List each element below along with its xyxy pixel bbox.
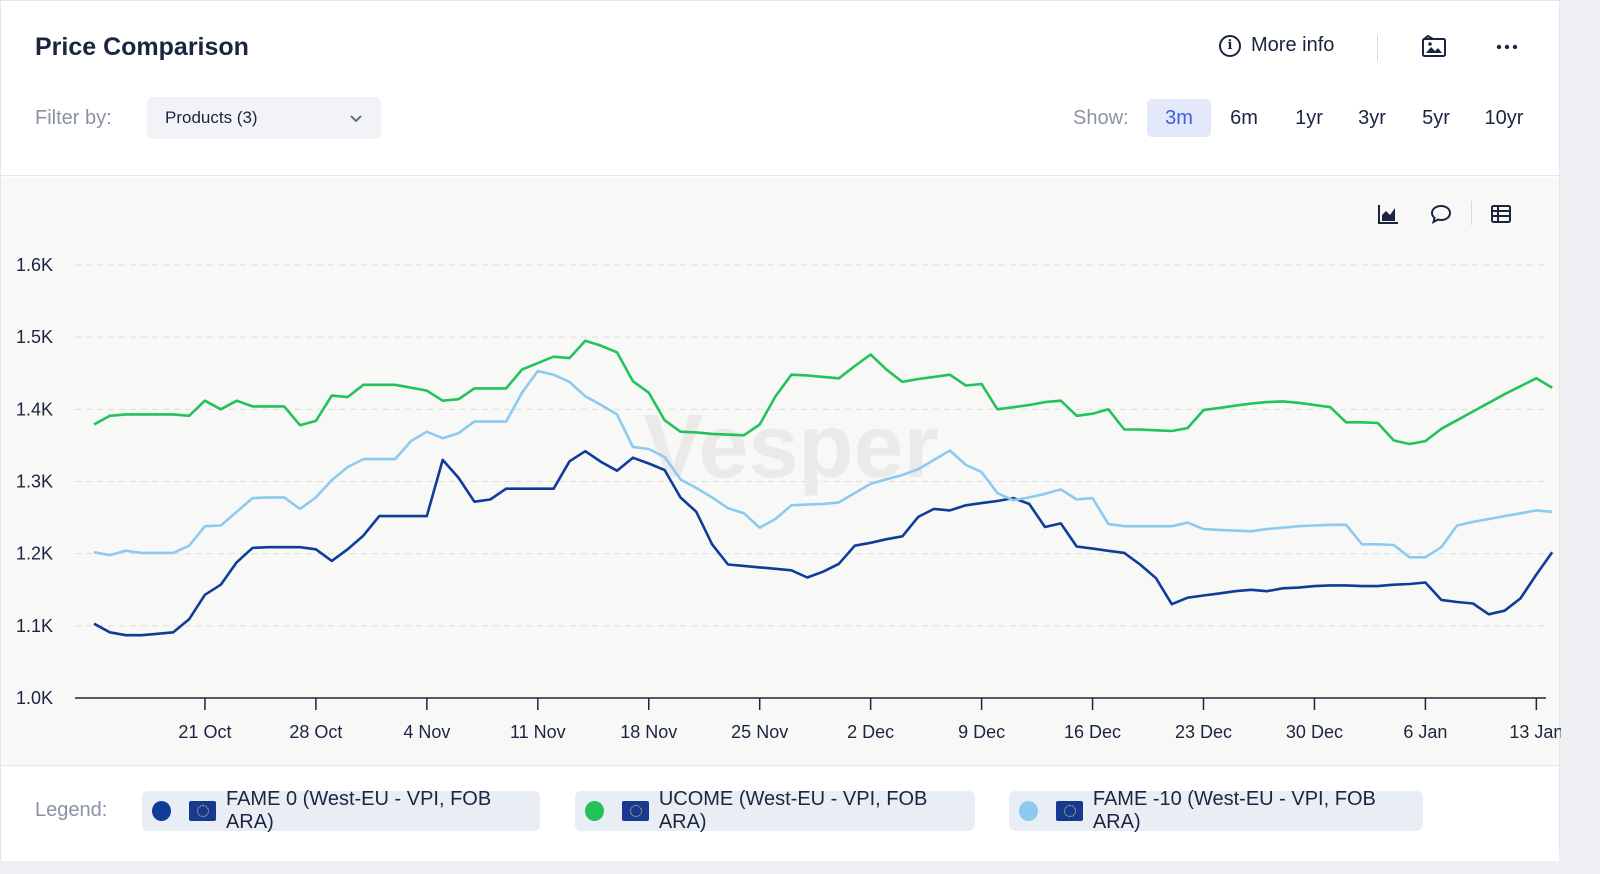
range-button-10yr[interactable]: 10yr [1484, 106, 1524, 129]
watermark: Vesper [643, 397, 938, 497]
x-tick-label: 9 Dec [958, 722, 1005, 742]
table-icon[interactable] [1489, 202, 1513, 226]
chevron-down-icon [350, 115, 362, 123]
area-chart-icon[interactable] [1376, 202, 1400, 226]
x-tick-label: 6 Jan [1403, 722, 1447, 742]
x-tick-label: 21 Oct [178, 722, 231, 742]
range-button-3yr[interactable]: 3yr [1358, 106, 1386, 129]
y-tick-label: 1.3K [16, 472, 53, 492]
show-label: Show: [1073, 107, 1129, 129]
legend-label-fame-10: FAME -10 (West-EU - VPI, FOB ARA) [1092, 788, 1376, 833]
x-tick-label: 11 Nov [510, 722, 566, 742]
x-tick-label: 30 Dec [1286, 722, 1343, 742]
more-info-button[interactable]: i More info [1219, 34, 1334, 57]
range-button-5yr[interactable]: 5yr [1422, 106, 1450, 129]
range-button-1yr[interactable]: 1yr [1295, 106, 1323, 129]
comment-icon[interactable] [1429, 202, 1453, 226]
legend-label: Legend: [35, 799, 108, 821]
eu-flag-icon [622, 801, 649, 821]
x-tick-label: 18 Nov [620, 722, 677, 742]
y-tick-label: 1.2K [16, 544, 53, 564]
series-line-fame-10[interactable] [93, 369, 1553, 559]
legend-label-ucome: UCOME (West-EU - VPI, FOB ARA) [658, 788, 928, 833]
products-filter-select[interactable]: Products (3) [147, 97, 381, 139]
x-tick-label: 2 Dec [847, 722, 894, 742]
x-tick-label: 4 Nov [403, 722, 450, 742]
legend-dot-fame0 [152, 801, 172, 821]
x-tick-label: 25 Nov [731, 722, 788, 742]
y-tick-label: 1.6K [16, 255, 53, 275]
price-comparison-card: Price Comparison i More info Filter by: … [0, 0, 1561, 861]
more-info-label: More info [1251, 34, 1335, 56]
range-button-6m[interactable]: 6m [1230, 106, 1258, 129]
eu-flag-icon [1056, 801, 1083, 821]
card-header: Price Comparison i More info Filter by: … [1, 1, 1559, 176]
price-line-chart: Vesper 1.0K 1.1K 1.2K 1.3K 1.4K 1.5K 1.6K 21 O… [16, 255, 1561, 742]
x-tick-label: 23 Dec [1175, 722, 1232, 742]
legend-dot-fame-10 [1019, 801, 1039, 821]
image-icon[interactable] [1421, 35, 1447, 59]
filter-value: Products (3) [165, 108, 258, 127]
legend-item-fame-10[interactable]: FAME -10 (West-EU - VPI, FOB ARA) [1009, 788, 1423, 833]
x-tick-label: 28 Oct [289, 722, 342, 742]
legend-label-fame0: FAME 0 (West-EU - VPI, FOB ARA) [225, 788, 492, 833]
y-tick-label: 1.0K [16, 688, 53, 708]
y-tick-label: 1.5K [16, 327, 53, 347]
legend-dot-ucome [585, 801, 605, 821]
page-title: Price Comparison [35, 33, 249, 61]
x-tick-label: 13 Jan [1509, 722, 1561, 742]
filter-label: Filter by: [35, 107, 112, 129]
x-tick-label: 16 Dec [1064, 722, 1121, 742]
legend-item-fame0[interactable]: FAME 0 (West-EU - VPI, FOB ARA) [142, 788, 540, 833]
eu-flag-icon [189, 801, 216, 821]
info-icon: i [1219, 34, 1241, 57]
more-dots-icon[interactable] [1495, 37, 1519, 57]
toolbar-divider [1471, 201, 1472, 225]
legend-item-ucome[interactable]: UCOME (West-EU - VPI, FOB ARA) [575, 788, 975, 833]
range-button-3m[interactable]: 3m [1147, 99, 1211, 137]
series-line-fame0[interactable] [93, 449, 1554, 637]
y-tick-label: 1.1K [16, 616, 53, 636]
chart-area [1, 177, 1559, 765]
y-tick-label: 1.4K [16, 399, 53, 419]
header-divider [1377, 35, 1378, 61]
series-line-ucome[interactable] [93, 339, 1553, 446]
